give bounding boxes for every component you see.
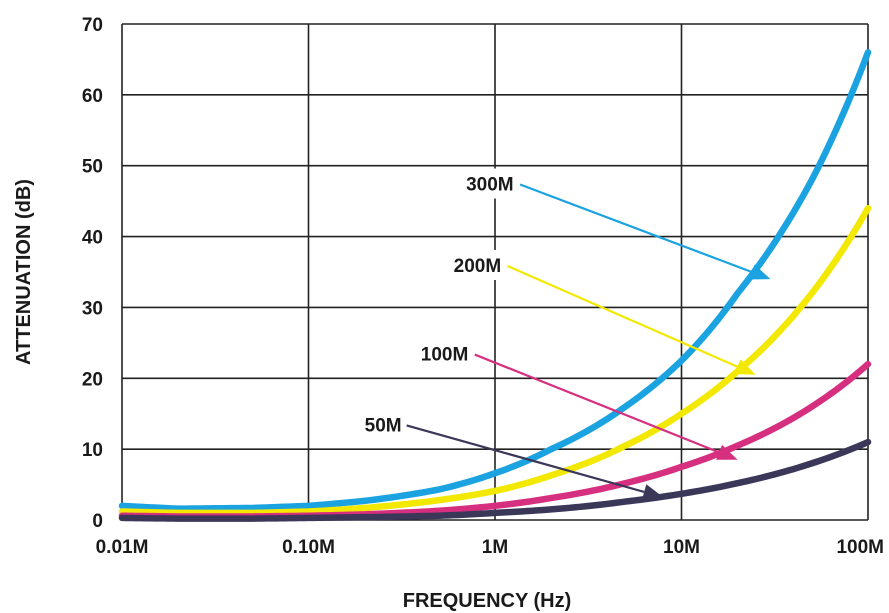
x-tick-label: 1M bbox=[482, 537, 508, 558]
callout-arrow-head bbox=[642, 484, 664, 500]
y-tick-label: 40 bbox=[82, 228, 103, 249]
x-axis-ticks: 0.01M 0.10M 1M 10M 100M bbox=[96, 537, 884, 558]
x-tick-label: 0.10M bbox=[282, 537, 335, 558]
y-tick-label: 0 bbox=[92, 511, 103, 532]
y-tick-label: 60 bbox=[82, 86, 103, 107]
callout-arrow-line bbox=[474, 353, 720, 454]
y-axis-ticks: 0 10 20 30 40 50 60 70 bbox=[82, 15, 103, 532]
callout-label-50m: 50M bbox=[365, 415, 402, 436]
y-tick-label: 70 bbox=[82, 15, 103, 36]
callout-arrow-head bbox=[716, 444, 738, 460]
callouts: 300M 200M 100M 50M bbox=[352, 168, 771, 500]
series-line-300m bbox=[118, 49, 872, 512]
callout-backdrop bbox=[352, 409, 413, 440]
x-tick-label: 10M bbox=[663, 537, 700, 558]
callout-arrow-line bbox=[507, 264, 738, 368]
callout-arrow-head bbox=[734, 359, 756, 375]
callout-label-100m: 100M bbox=[421, 345, 469, 366]
y-tick-label: 10 bbox=[82, 440, 103, 461]
callout-backdrop bbox=[441, 250, 514, 280]
callout-arrow-line bbox=[406, 424, 645, 493]
callout-label-200m: 200M bbox=[454, 256, 502, 277]
callout-arrow-head bbox=[748, 264, 771, 280]
x-axis-label: FREQUENCY (Hz) bbox=[403, 590, 572, 612]
callout-backdrop bbox=[408, 338, 481, 369]
y-tick-label: 30 bbox=[82, 298, 103, 319]
x-tick-label: 0.01M bbox=[96, 537, 149, 558]
y-tick-label: 50 bbox=[82, 157, 103, 178]
callout-arrow-line bbox=[519, 183, 753, 274]
callout-label-300m: 300M bbox=[466, 175, 514, 196]
x-tick-label: 100M bbox=[836, 537, 884, 558]
y-axis-label: ATTENUATION (dB) bbox=[13, 179, 35, 365]
series-line-50m bbox=[118, 438, 872, 522]
callout-backdrop bbox=[454, 168, 527, 199]
y-tick-label: 20 bbox=[82, 369, 103, 390]
